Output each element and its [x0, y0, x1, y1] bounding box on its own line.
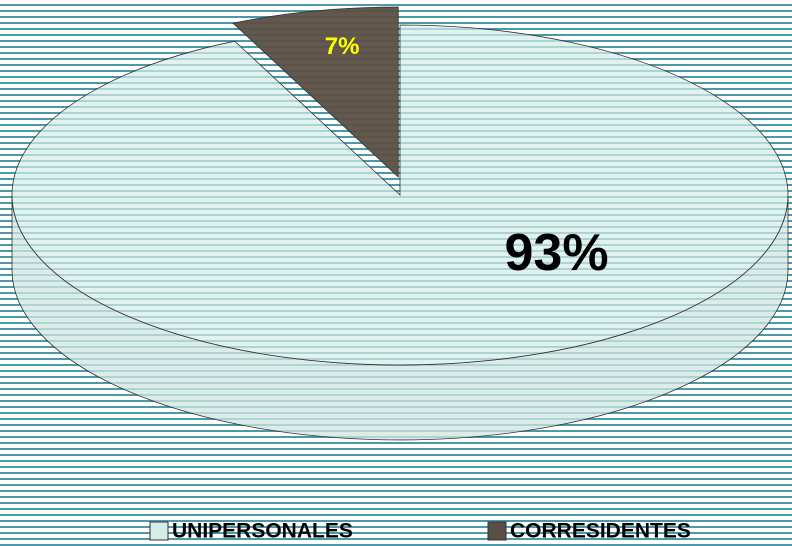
pie-slice: [11, 24, 789, 366]
legend-swatch: [487, 521, 507, 541]
legend-label: CORRESIDENTES: [510, 520, 691, 543]
data-label: 93%: [505, 224, 609, 282]
legend-swatch: [149, 521, 169, 541]
legend-label: UNIPERSONALES: [172, 520, 353, 543]
pie-slice: [232, 6, 399, 178]
data-label: 7%: [325, 33, 360, 60]
